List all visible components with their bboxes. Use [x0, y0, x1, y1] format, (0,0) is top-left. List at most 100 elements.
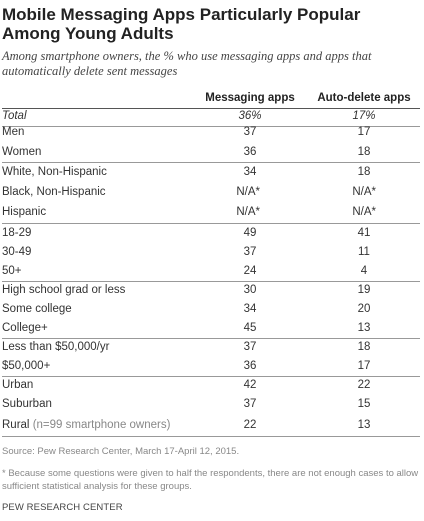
- cell-auto-delete-apps: 11: [358, 246, 370, 258]
- row-label-text: Hispanic: [2, 206, 47, 218]
- chart-subtitle: Among smartphone owners, the % who use m…: [2, 49, 372, 78]
- row-label-text: Suburban: [2, 398, 52, 410]
- cell-auto-delete-apps: 17: [357, 126, 371, 138]
- cell-messaging-apps: 42: [243, 379, 257, 391]
- table-row: Rural (n=99 smartphone owners) 22 13: [0, 416, 424, 435]
- cell-auto-delete-apps: 17%: [352, 110, 376, 122]
- row-label: Less than $50,000/yr: [2, 338, 109, 357]
- table-divider: [2, 281, 420, 282]
- row-label-text: 30-49: [2, 246, 32, 258]
- cell-auto-delete-apps: 18: [357, 166, 371, 178]
- table-row: 18-29 49 41: [0, 224, 424, 243]
- row-label-text: 50+: [2, 265, 22, 277]
- table-row: Urban 42 22: [0, 376, 424, 395]
- table-row: Hispanic N/A* N/A*: [0, 203, 424, 222]
- chart-title: Mobile Messaging Apps Particularly Popul…: [2, 5, 361, 43]
- row-label-text: Women: [2, 146, 42, 158]
- credit-line: PEW RESEARCH CENTER: [2, 502, 123, 513]
- row-label: Some college: [2, 300, 72, 319]
- cell-messaging-apps: N/A*: [236, 206, 260, 218]
- table-row: $50,000+ 36 17: [0, 357, 424, 376]
- table-row: Some college 34 20: [0, 300, 424, 319]
- cell-auto-delete-apps: N/A*: [352, 186, 376, 198]
- row-label-text: 18-29: [2, 227, 32, 239]
- cell-messaging-apps: 34: [243, 303, 257, 315]
- table-divider: [2, 223, 420, 224]
- cell-messaging-apps: 37: [243, 246, 257, 258]
- cell-auto-delete-apps: 19: [357, 284, 371, 296]
- cell-messaging-apps: 36%: [238, 110, 262, 122]
- row-label: Women: [2, 143, 41, 162]
- table-row: Black, Non-Hispanic N/A* N/A*: [0, 183, 424, 202]
- table-divider: [2, 376, 420, 377]
- table-row: Total 36% 17%: [0, 107, 424, 126]
- cell-messaging-apps: 37: [243, 126, 257, 138]
- cell-messaging-apps: 36: [243, 360, 257, 372]
- row-label-text: Total: [2, 110, 27, 122]
- cell-messaging-apps: 37: [243, 398, 257, 410]
- cell-auto-delete-apps: 17: [357, 360, 371, 372]
- cell-messaging-apps: 30: [243, 284, 257, 296]
- cell-auto-delete-apps: 13: [357, 322, 371, 334]
- table-row: Suburban 37 15: [0, 395, 424, 414]
- cell-messaging-apps: 34: [243, 166, 257, 178]
- cell-auto-delete-apps: 13: [357, 419, 371, 431]
- cell-auto-delete-apps: 22: [357, 379, 371, 391]
- row-label: 30-49: [2, 243, 31, 262]
- row-label-text: College+: [2, 322, 48, 334]
- row-label: Suburban: [2, 395, 52, 414]
- cell-messaging-apps: N/A*: [236, 186, 260, 198]
- row-label: 18-29: [2, 224, 31, 243]
- row-label-text: $50,000+: [2, 360, 51, 372]
- table-divider: [2, 162, 420, 163]
- row-label-text: Urban: [2, 379, 34, 391]
- row-label-text: High school grad or less: [2, 284, 126, 296]
- row-label: Total: [2, 107, 27, 126]
- table-divider: [2, 436, 420, 437]
- table-row: 30-49 37 11: [0, 243, 424, 262]
- table-row: Men 37 17: [0, 123, 424, 142]
- table-row: Less than $50,000/yr 37 18: [0, 338, 424, 357]
- row-label: 50+: [2, 262, 22, 281]
- row-label-text: Men: [2, 126, 25, 138]
- cell-auto-delete-apps: 4: [360, 265, 368, 277]
- cell-auto-delete-apps: 18: [357, 341, 371, 353]
- row-label-text: Black, Non-Hispanic: [2, 186, 106, 198]
- cell-messaging-apps: 36: [243, 146, 257, 158]
- row-label-text: Less than $50,000/yr: [2, 341, 110, 353]
- table-row: Women 36 18: [0, 143, 424, 162]
- source-note: Source: Pew Research Center, March 17-Ap…: [2, 446, 240, 457]
- row-label: $50,000+: [2, 357, 50, 376]
- row-label: White, Non-Hispanic: [2, 163, 107, 182]
- row-label-text: Rural: [2, 419, 30, 431]
- cell-messaging-apps: 37: [243, 341, 257, 353]
- cell-auto-delete-apps: 20: [357, 303, 371, 315]
- cell-messaging-apps: 49: [243, 227, 257, 239]
- table-row: 50+ 24 4: [0, 262, 424, 281]
- footnote: * Because some questions were given to h…: [2, 468, 419, 492]
- table-divider: [2, 338, 420, 339]
- cell-auto-delete-apps: N/A*: [352, 206, 376, 218]
- row-label-note: (n=99 smartphone owners): [32, 419, 171, 431]
- row-label: Hispanic: [2, 203, 46, 222]
- table-row: White, Non-Hispanic 34 18: [0, 163, 424, 182]
- column-header-messaging-apps: Messaging apps: [205, 92, 295, 104]
- table-row: High school grad or less 30 19: [0, 281, 424, 300]
- cell-auto-delete-apps: 18: [357, 146, 371, 158]
- table-divider: [2, 126, 420, 127]
- cell-messaging-apps: 24: [243, 265, 257, 277]
- cell-auto-delete-apps: 41: [357, 227, 371, 239]
- row-label: Urban: [2, 376, 33, 395]
- row-label: College+: [2, 319, 48, 338]
- row-label-text: Some college: [2, 303, 72, 315]
- cell-messaging-apps: 45: [243, 322, 257, 334]
- table-row: College+ 45 13: [0, 319, 424, 338]
- cell-messaging-apps: 22: [243, 419, 257, 431]
- row-label: Men: [2, 123, 24, 142]
- row-label: High school grad or less: [2, 281, 125, 300]
- table-divider: [2, 108, 420, 109]
- row-label: Rural (n=99 smartphone owners): [2, 416, 170, 435]
- row-label-text: White, Non-Hispanic: [2, 166, 107, 178]
- cell-auto-delete-apps: 15: [357, 398, 371, 410]
- row-label: Black, Non-Hispanic: [2, 183, 106, 202]
